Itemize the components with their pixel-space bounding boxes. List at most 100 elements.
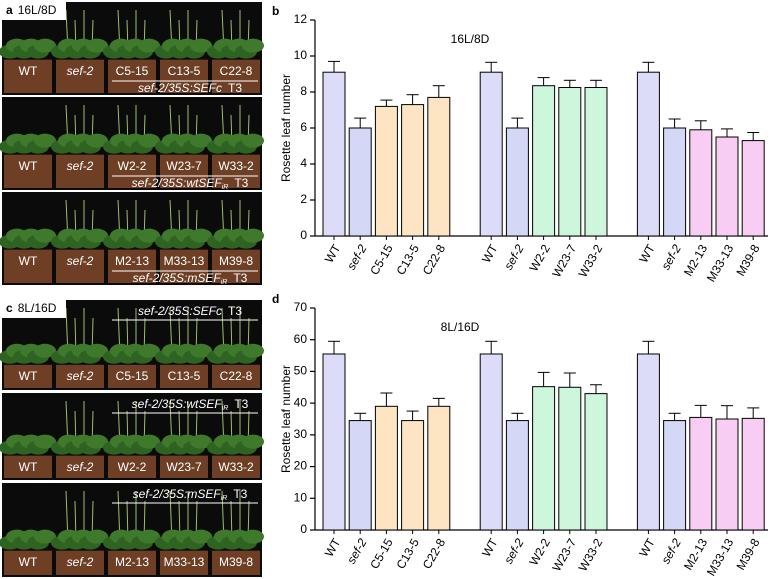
bar (348, 420, 372, 531)
panel-label-box (2, 2, 66, 20)
pot-label: M2-13 (115, 254, 149, 268)
pot (160, 550, 208, 575)
pot-label: sef-2 (67, 369, 94, 383)
x-tick-label: M33-13 (704, 536, 737, 579)
rosette-leaf (138, 38, 160, 53)
pot-label: WT (19, 254, 38, 268)
construct-name: sef-2/35S:SEFc (138, 304, 222, 318)
pot (160, 364, 208, 388)
bar (558, 87, 582, 237)
x-tick-label: W23-7 (549, 242, 579, 280)
pot (4, 249, 52, 283)
x-tick-label: sef-2 (501, 536, 527, 566)
rosette-leaf (86, 529, 108, 544)
y-tick-label: 60 (294, 332, 308, 346)
construct-name: sef-2/35S:wtSEF (132, 397, 223, 411)
rosette-leaf (138, 343, 160, 358)
y-tick-label: 0 (300, 228, 307, 242)
bar (689, 129, 713, 237)
rosette-leaf (34, 133, 56, 148)
bar (479, 353, 503, 531)
annotation: 16L/8D (451, 32, 490, 46)
x-tick-label: C5-15 (367, 536, 396, 572)
rosette-leaf (190, 133, 212, 148)
bar (636, 71, 660, 237)
rosette-leaf (86, 343, 108, 358)
pot (56, 249, 104, 283)
panel-label: a 16L/8D (6, 3, 57, 17)
rosette-leaf (86, 434, 108, 449)
pot (56, 550, 104, 575)
y-tick-label: 10 (294, 490, 308, 504)
construct-tag: T3 (233, 271, 247, 285)
photo-condition: 16L/8D (18, 3, 57, 17)
bar (322, 71, 346, 237)
rosette-leaf (34, 228, 56, 243)
panel-letter: a (6, 3, 13, 17)
rosette-leaf (86, 228, 108, 243)
pot (56, 59, 104, 93)
bar (532, 386, 556, 531)
y-tick-label: 2 (300, 192, 307, 206)
y-tick-label: 50 (294, 364, 308, 378)
construct-tag: T3 (234, 176, 248, 190)
construct-label: sef-2/35S:mSEFiR T3 (133, 487, 248, 502)
pot (212, 550, 260, 575)
rosette-leaf (242, 228, 264, 243)
pot-label: C13-5 (168, 64, 201, 78)
pot (4, 550, 52, 575)
pot-label: C22-8 (220, 369, 253, 383)
pot (160, 154, 208, 188)
panel-letter: b (272, 4, 279, 18)
x-tick-label: W2-2 (526, 242, 553, 274)
bar (505, 420, 529, 531)
construct-label: sef-2/35S:wtSEFiR T3 (132, 176, 249, 191)
construct-tag: T3 (233, 487, 247, 501)
bar (558, 386, 582, 531)
pot-label: sef-2 (67, 254, 94, 268)
construct-tag: T3 (234, 397, 248, 411)
bar (322, 353, 346, 531)
bar (689, 416, 713, 531)
construct-subscript: iR (221, 495, 228, 502)
rosette-leaf (190, 434, 212, 449)
bar (401, 420, 425, 531)
pot (108, 154, 156, 188)
construct-subscript: iR (222, 184, 229, 191)
x-tick-label: sef-2 (501, 242, 527, 272)
bar (532, 85, 556, 237)
construct-name: sef-2/35S:mSEF (133, 271, 222, 285)
panel-label: c 8L/16D (6, 301, 57, 315)
construct-label: sef-2/35S:SEFc T3 (138, 81, 242, 95)
pot-label: W33-2 (218, 159, 254, 173)
x-tick-label: WT (322, 242, 344, 266)
x-tick-label: WT (636, 536, 658, 560)
pot-label: M2-13 (115, 555, 149, 569)
pot (160, 249, 208, 283)
x-tick-label: M39-8 (733, 242, 762, 279)
pot-label: M33-13 (164, 254, 205, 268)
x-tick-label: W23-7 (549, 536, 579, 574)
pot-label: sef-2 (67, 159, 94, 173)
rosette-leaf (34, 434, 56, 449)
construct-name: sef-2/35S:mSEF (133, 487, 222, 501)
x-tick-label: WT (479, 536, 501, 560)
rosette-leaf (190, 228, 212, 243)
pot (212, 59, 260, 93)
pot (108, 59, 156, 93)
bar (636, 353, 660, 531)
pot-label: WT (19, 460, 38, 474)
pot (160, 455, 208, 478)
pot-label: C13-5 (168, 369, 201, 383)
bar (715, 136, 739, 237)
pot-label: W23-7 (166, 159, 202, 173)
panel-label-box (2, 300, 66, 318)
bar (348, 127, 372, 237)
y-tick-label: 0 (300, 522, 307, 536)
x-tick-label: C13-5 (393, 242, 422, 278)
construct-subscript: iR (221, 279, 228, 286)
pot-label: sef-2 (67, 460, 94, 474)
x-tick-label: C13-5 (393, 536, 422, 572)
rosette-leaf (190, 38, 212, 53)
x-tick-label: W33-2 (576, 536, 606, 574)
